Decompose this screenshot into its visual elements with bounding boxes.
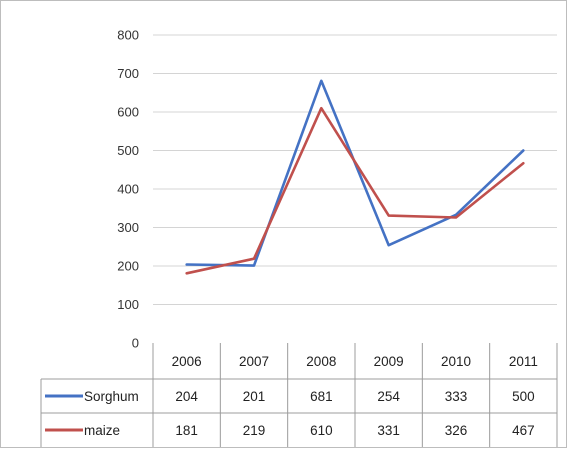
y-axis-tick-labels: 0 100 200 300 400 500 600 700 800 — [117, 28, 139, 351]
category-label: 2006 — [172, 354, 202, 369]
legend-label: Sorghum — [84, 389, 139, 404]
data-table-value: 333 — [445, 389, 468, 404]
series-line-sorghum — [185, 79, 525, 267]
data-table-value: 681 — [310, 389, 333, 404]
series-line-maize — [185, 106, 525, 275]
data-table-value: 181 — [175, 423, 198, 438]
category-label: 2007 — [239, 354, 269, 369]
category-label: 2011 — [509, 354, 538, 369]
category-label: 2008 — [306, 354, 336, 369]
y-tick-label: 200 — [117, 259, 139, 274]
data-table-value: 201 — [243, 389, 266, 404]
y-tick-label: 600 — [117, 105, 139, 120]
data-table-value: 219 — [243, 423, 266, 438]
category-label: 2009 — [374, 354, 404, 369]
y-tick-label: 800 — [117, 28, 139, 43]
data-table-value: 204 — [175, 389, 198, 404]
category-label: 2010 — [441, 354, 471, 369]
legend-label: maize — [84, 423, 120, 438]
data-table-value: 331 — [377, 423, 400, 438]
y-tick-label: 400 — [117, 182, 139, 197]
data-table-value: 326 — [445, 423, 468, 438]
data-table-value: 254 — [377, 389, 400, 404]
y-tick-label: 500 — [117, 143, 139, 158]
data-table-value: 610 — [310, 423, 333, 438]
y-tick-label: 100 — [117, 297, 139, 312]
data-table-value: 500 — [512, 389, 535, 404]
y-tick-label: 300 — [117, 220, 139, 235]
series-lines — [185, 79, 525, 275]
data-table: 2006 2007 2008 2009 2010 2011 Sorghum 204 201 681… — [40, 343, 558, 447]
y-tick-label: 700 — [117, 66, 139, 81]
data-table-value: 467 — [512, 423, 535, 438]
y-tick-label: 0 — [132, 336, 139, 351]
